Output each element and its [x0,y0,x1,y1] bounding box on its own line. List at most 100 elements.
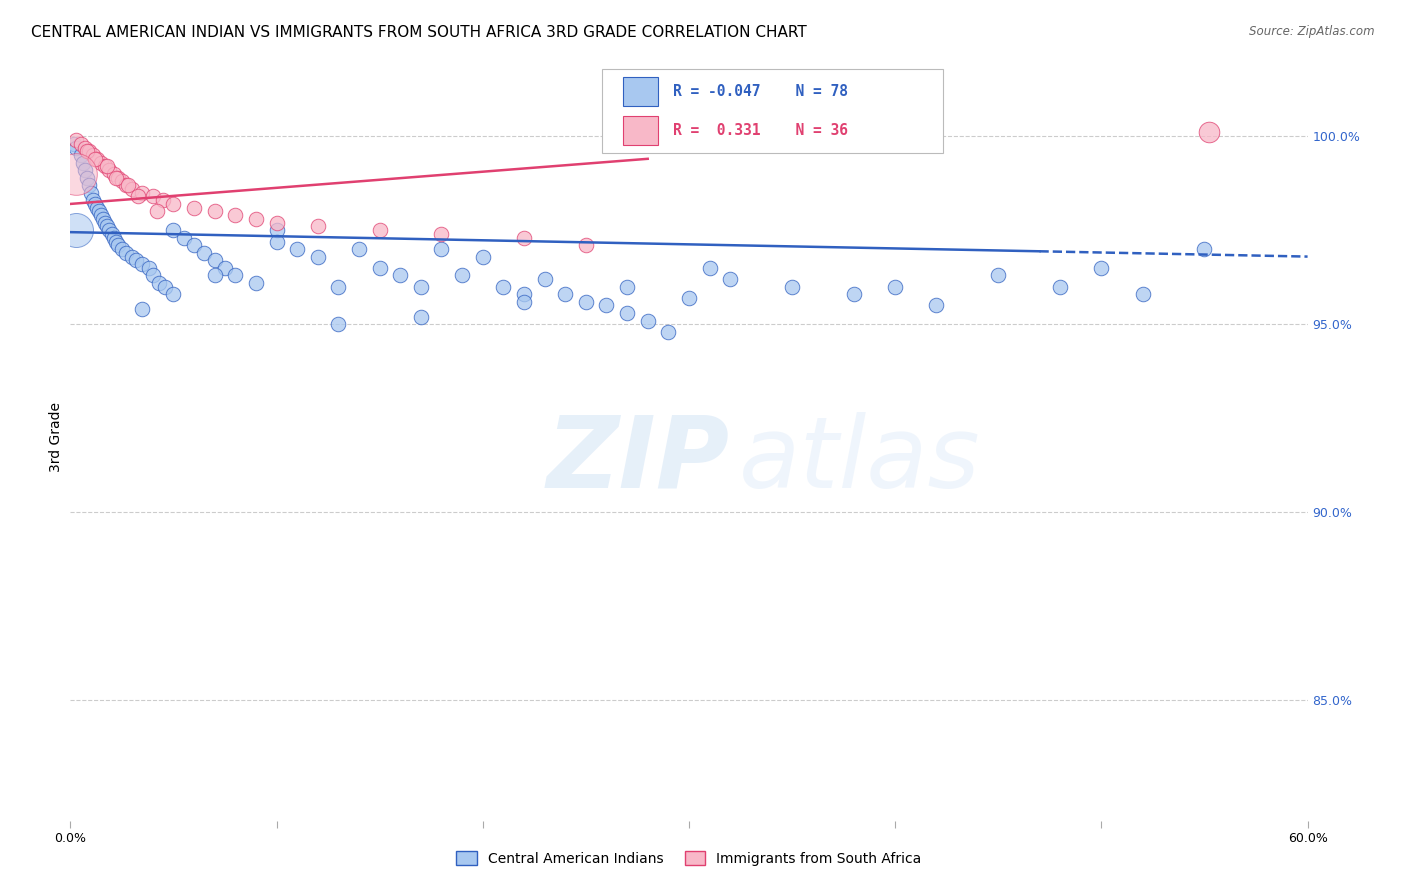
Point [328,318,350,332]
Point [86,152,108,166]
Point [162,223,184,237]
Point [77,178,100,193]
Point [115,178,138,193]
Point [513,231,536,245]
Point [718,272,741,286]
Point [76,170,98,185]
Point [925,298,948,312]
Point [451,268,474,283]
Point [987,268,1010,283]
Text: CENTRAL AMERICAN INDIAN VS IMMIGRANTS FROM SOUTH AFRICA 3RD GRADE CORRELATION CH: CENTRAL AMERICAN INDIAN VS IMMIGRANTS FR… [31,25,807,40]
Point [193,245,215,260]
Point [84,197,107,211]
Point [492,279,515,293]
Point [104,235,127,249]
Point [98,163,121,178]
Point [1194,242,1216,256]
Text: ZIP: ZIP [547,411,730,508]
Point [307,219,329,234]
Point [84,152,107,166]
Text: atlas: atlas [738,411,980,508]
Point [142,189,165,203]
Point [127,189,149,203]
Point [86,201,108,215]
Point [152,193,174,207]
Point [142,268,165,283]
Point [780,279,803,293]
Point [96,219,118,234]
Text: R = -0.047    N = 78: R = -0.047 N = 78 [673,85,848,99]
Point [90,208,112,222]
Point [76,145,98,159]
Point [131,302,153,317]
Point [65,223,87,237]
Point [204,204,226,219]
Point [307,250,329,264]
Point [148,276,170,290]
Point [77,145,100,159]
Point [409,279,432,293]
Point [575,238,598,252]
Point [94,216,117,230]
Point [65,140,87,154]
Text: Source: ZipAtlas.com: Source: ZipAtlas.com [1250,25,1375,38]
Legend: Central American Indians, Immigrants from South Africa: Central American Indians, Immigrants fro… [450,846,928,871]
Point [72,155,94,169]
Point [884,279,907,293]
Point [89,204,111,219]
Point [63,136,86,151]
Point [204,268,226,283]
Point [69,148,91,162]
Point [138,260,160,275]
Point [65,167,87,181]
Point [204,253,226,268]
Bar [623,116,658,145]
Point [96,159,118,173]
Point [111,174,134,188]
Point [616,306,638,320]
Point [98,223,121,237]
Point [430,227,453,241]
Point [1049,279,1071,293]
Point [125,253,148,268]
Point [107,170,129,185]
Point [121,250,143,264]
Point [245,211,267,226]
Point [146,204,169,219]
Point [266,223,288,237]
Point [842,287,865,301]
Bar [623,78,658,106]
Point [224,268,246,283]
Point [173,231,195,245]
Point [91,211,114,226]
Point [616,279,638,293]
Point [678,291,700,305]
Point [513,287,536,301]
Point [409,310,432,324]
Point [73,163,96,178]
Point [65,133,87,147]
Point [1132,287,1154,301]
Point [82,193,104,207]
Point [368,260,391,275]
Point [347,242,370,256]
Point [80,186,103,200]
Point [103,231,125,245]
Point [430,242,453,256]
Point [103,167,125,181]
Point [121,182,143,196]
Point [1090,260,1112,275]
Point [471,250,494,264]
Point [94,159,117,173]
Point [90,155,112,169]
Point [637,313,659,327]
Point [266,216,288,230]
Point [554,287,576,301]
Point [69,136,91,151]
Point [328,279,350,293]
Point [162,287,184,301]
Point [285,242,308,256]
Point [131,186,153,200]
Point [117,178,139,193]
Point [115,245,138,260]
